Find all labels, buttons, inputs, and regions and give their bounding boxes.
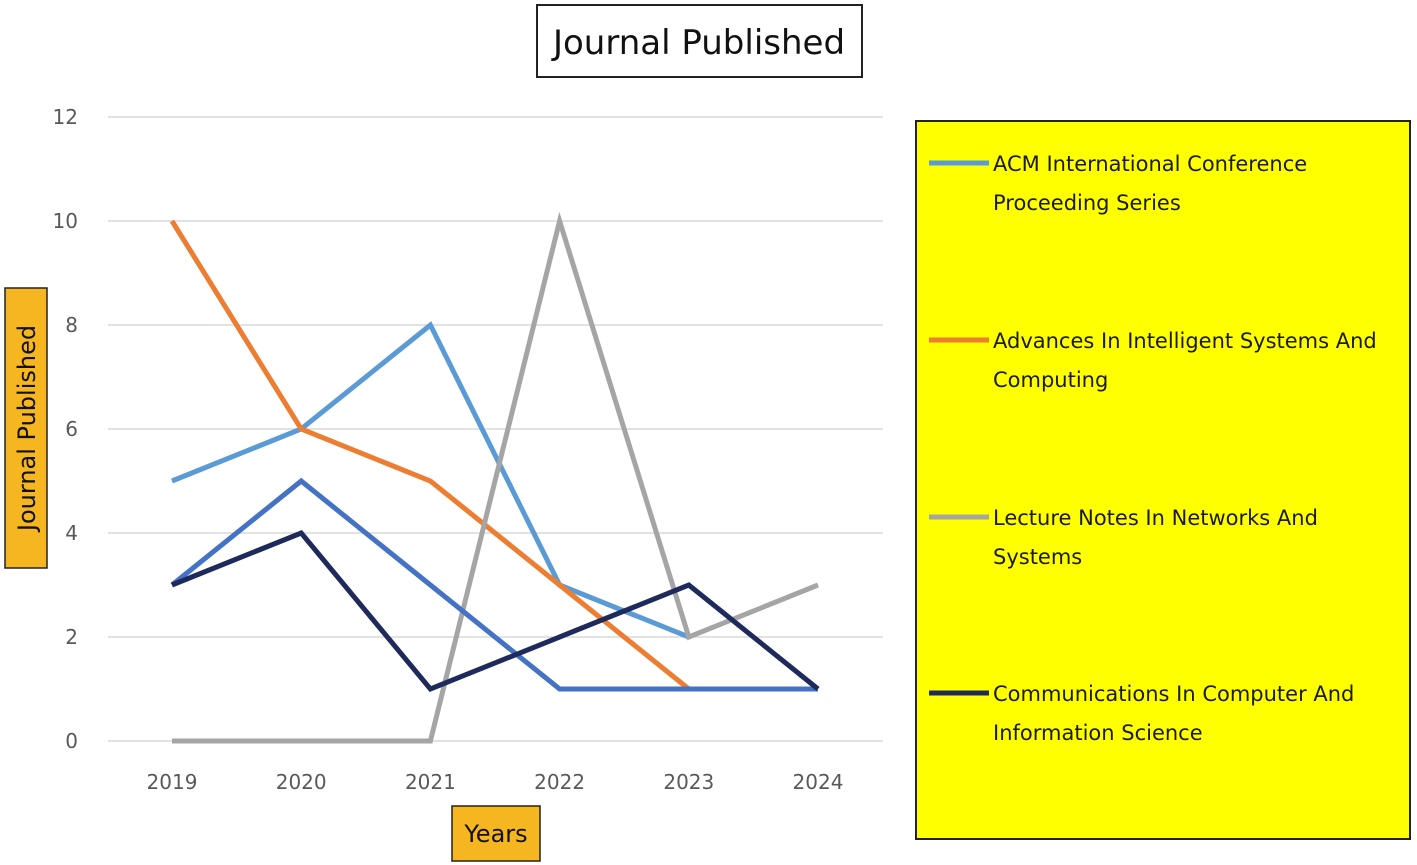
x-axis-title-text: Years — [463, 820, 527, 848]
y-axis-title-box — [4, 287, 48, 569]
x-axis-title: Years — [451, 805, 541, 862]
legend-label-1: ACM International Conference — [993, 152, 1307, 176]
x-axis-title-box — [451, 805, 541, 862]
chart-title: Journal Published — [536, 4, 863, 78]
series-line-4 — [170, 477, 818, 692]
y-tick-label: 8 — [65, 313, 78, 337]
y-tick-label: 2 — [65, 625, 78, 649]
y-tick-label: 12 — [53, 105, 78, 129]
x-tick-label: 2020 — [276, 770, 327, 794]
legend-label-2: Computing — [993, 368, 1108, 392]
legend-box — [915, 120, 1411, 840]
series-line-3 — [172, 211, 819, 744]
series-line-1 — [171, 321, 690, 640]
x-tick-labels: 2019 2020 2021 2022 2023 2024 — [147, 770, 844, 794]
x-tick-label: 2022 — [534, 770, 585, 794]
y-tick-label: 4 — [65, 521, 78, 545]
y-axis-title: Journal Published — [4, 287, 48, 569]
x-tick-label: 2019 — [147, 770, 198, 794]
legend-label-5: Information Science — [993, 721, 1203, 745]
chart-title-box — [536, 4, 863, 78]
series-lines — [169, 211, 820, 744]
legend-label-5: Communications In Computer And — [993, 682, 1354, 706]
legend: ACM International Conference Proceeding S… — [915, 120, 1411, 840]
y-tick-label: 0 — [65, 729, 78, 753]
legend-label-3: Lecture Notes In Networks And — [993, 506, 1318, 530]
legend-entries: ACM International Conference Proceeding S… — [929, 152, 1377, 745]
y-tick-label: 6 — [65, 417, 78, 441]
y-tick-labels: 0 2 4 6 8 10 12 — [53, 105, 78, 753]
series-line-5 — [171, 529, 820, 693]
y-axis-title-text: Journal Published — [13, 325, 41, 533]
x-tick-label: 2024 — [793, 770, 844, 794]
x-tick-label: 2021 — [405, 770, 456, 794]
legend-label-2: Advances In Intelligent Systems And — [993, 329, 1377, 353]
y-tick-label: 10 — [53, 209, 78, 233]
x-tick-label: 2023 — [663, 770, 714, 794]
legend-label-3: Systems — [993, 545, 1082, 569]
chart-title-text: Journal Published — [551, 23, 845, 63]
legend-label-1: Proceeding Series — [993, 191, 1181, 215]
